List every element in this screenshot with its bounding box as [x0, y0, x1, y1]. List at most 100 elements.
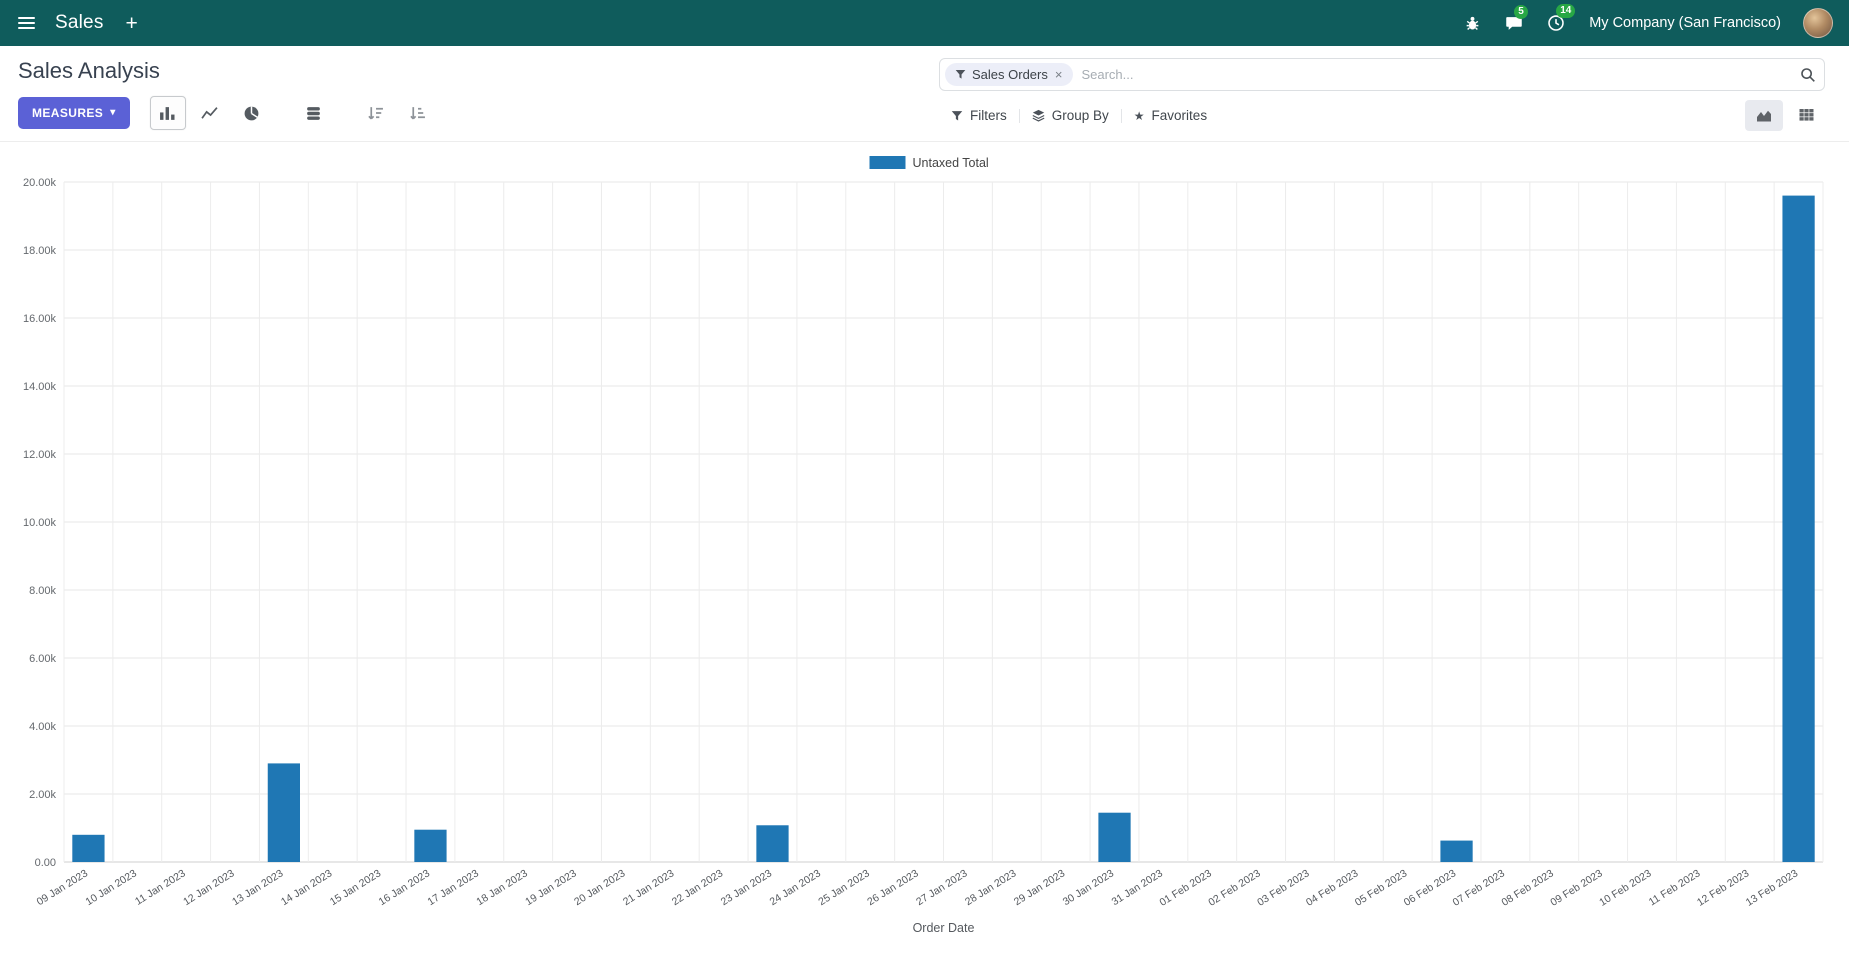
- y-tick-label: 16.00k: [23, 313, 57, 325]
- search-facet[interactable]: Sales Orders ×: [945, 63, 1074, 86]
- x-axis-title: Order Date: [913, 921, 975, 935]
- sort-descending-button[interactable]: [358, 96, 394, 130]
- line-chart-mode-button[interactable]: [192, 96, 228, 130]
- search-subrow: Filters Group By ★ Favorites: [939, 100, 1825, 131]
- stacked-icon: [307, 106, 321, 120]
- messages-count-badge: 5: [1514, 4, 1528, 19]
- chart-area: Untaxed Total 0.00 2.00k 4.00k 6.00k 8.00k 10.…: [0, 142, 1849, 945]
- bar-16-Jan-2023[interactable]: [414, 829, 447, 862]
- x-tick-label: 23 Jan 2023: [719, 867, 775, 908]
- bar-13-Feb-2023[interactable]: [1782, 195, 1815, 863]
- x-tick-label: 28 Jan 2023: [963, 867, 1019, 908]
- search-dropdowns: Filters Group By ★ Favorites: [939, 102, 1219, 129]
- layers-icon: [1032, 109, 1045, 122]
- x-tick-label: 26 Jan 2023: [865, 867, 921, 908]
- x-tick-label: 01 Feb 2023: [1157, 867, 1214, 909]
- x-tick-label: 04 Feb 2023: [1304, 867, 1361, 909]
- x-tick-label: 25 Jan 2023: [816, 867, 872, 908]
- x-tick-label: 12 Jan 2023: [181, 867, 237, 908]
- x-tick-label: 03 Feb 2023: [1255, 867, 1312, 909]
- x-tick-label: 11 Feb 2023: [1647, 867, 1703, 908]
- x-tick-label: 27 Jan 2023: [914, 867, 970, 908]
- x-tick-label: 20 Jan 2023: [572, 867, 628, 908]
- sort-ascending-icon: [410, 106, 426, 119]
- x-tick-label: 07 Feb 2023: [1451, 867, 1508, 909]
- x-tick-label: 02 Feb 2023: [1206, 867, 1263, 909]
- filters-dropdown-button[interactable]: Filters: [939, 102, 1019, 129]
- x-tick-label: 10 Feb 2023: [1597, 867, 1654, 909]
- x-tick-label: 12 Feb 2023: [1695, 867, 1752, 909]
- user-avatar[interactable]: [1803, 8, 1833, 38]
- debug-bug-icon[interactable]: [1462, 13, 1483, 34]
- activities-clock-icon[interactable]: 14: [1545, 4, 1576, 34]
- navbar-left: Sales +: [16, 11, 142, 36]
- bar-06-Feb-2023[interactable]: [1440, 840, 1473, 862]
- favorites-label: Favorites: [1151, 108, 1208, 123]
- apps-menu-icon[interactable]: [16, 13, 37, 33]
- x-tick-label: 15 Jan 2023: [328, 867, 384, 908]
- bar-09-Jan-2023[interactable]: [72, 834, 105, 862]
- x-tick-label: 14 Jan 2023: [279, 867, 335, 908]
- y-tick-label: 8.00k: [29, 585, 56, 597]
- favorites-dropdown-button[interactable]: ★ Favorites: [1122, 102, 1219, 129]
- top-navbar: Sales + 5 14 My Company (San Francisco): [0, 0, 1849, 46]
- measures-label: MEASURES: [32, 106, 104, 120]
- sort-ascending-button[interactable]: [400, 96, 436, 130]
- navbar-plus-button[interactable]: +: [122, 11, 142, 36]
- x-tick-label: 19 Jan 2023: [523, 867, 579, 908]
- x-tick-label: 31 Jan 2023: [1110, 867, 1166, 908]
- x-tick-label: 08 Feb 2023: [1499, 867, 1556, 909]
- control-panel-left: Sales Analysis MEASURES ▾: [18, 58, 436, 130]
- x-tick-label: 22 Jan 2023: [670, 867, 726, 908]
- legend-label[interactable]: Untaxed Total: [913, 156, 989, 170]
- x-tick-label: 05 Feb 2023: [1353, 867, 1410, 909]
- sort-descending-icon: [368, 106, 384, 119]
- view-switcher: [1745, 100, 1825, 131]
- x-tick-label: 13 Jan 2023: [230, 867, 286, 908]
- search-input[interactable]: [1081, 67, 1792, 82]
- x-tick-label: 09 Jan 2023: [35, 867, 91, 908]
- pie-chart-icon: [244, 106, 259, 120]
- y-tick-label: 2.00k: [29, 789, 56, 801]
- divider: [1120, 108, 1122, 123]
- x-tick-label: 24 Jan 2023: [768, 867, 824, 908]
- x-tick-label: 09 Feb 2023: [1548, 867, 1605, 909]
- search-icon[interactable]: [1800, 67, 1816, 83]
- y-tick-label: 10.00k: [23, 517, 57, 529]
- pivot-table-icon: [1799, 108, 1813, 121]
- stacked-toggle-button[interactable]: [296, 96, 332, 130]
- x-tick-label: 18 Jan 2023: [474, 867, 530, 908]
- y-tick-label: 18.00k: [23, 245, 57, 257]
- graph-controls: MEASURES ▾: [18, 96, 436, 130]
- group-by-dropdown-button[interactable]: Group By: [1020, 102, 1121, 129]
- graph-view-button[interactable]: [1745, 100, 1783, 131]
- x-tick-label: 06 Feb 2023: [1402, 867, 1459, 909]
- y-tick-label: 6.00k: [29, 653, 56, 665]
- y-tick-label: 0.00: [35, 857, 56, 869]
- search-bar[interactable]: Sales Orders ×: [939, 58, 1825, 91]
- legend-swatch[interactable]: [869, 156, 906, 169]
- messages-icon[interactable]: 5: [1503, 4, 1528, 34]
- bar-13-Jan-2023[interactable]: [267, 763, 300, 862]
- facet-remove-button[interactable]: ×: [1054, 67, 1063, 82]
- filter-icon: [955, 70, 966, 79]
- pie-chart-mode-button[interactable]: [234, 96, 270, 130]
- y-tick-label: 4.00k: [29, 721, 56, 733]
- filters-label: Filters: [970, 108, 1007, 123]
- area-chart-icon: [1757, 110, 1771, 121]
- bar-23-Jan-2023[interactable]: [756, 825, 789, 862]
- y-tick-label: 14.00k: [23, 381, 57, 393]
- search-facet-label: Sales Orders: [972, 67, 1048, 82]
- navbar-right: 5 14 My Company (San Francisco): [1462, 4, 1833, 38]
- page-title: Sales Analysis: [18, 58, 160, 83]
- measures-button[interactable]: MEASURES ▾: [18, 97, 130, 129]
- sales-chart-svg: Untaxed Total 0.00 2.00k 4.00k 6.00k 8.00k 10.…: [23, 156, 1824, 935]
- bar-chart-icon: [160, 106, 175, 120]
- bar-30-Jan-2023[interactable]: [1098, 812, 1131, 862]
- x-tick-label: 11 Jan 2023: [133, 867, 188, 907]
- pivot-view-button[interactable]: [1787, 100, 1825, 131]
- company-name[interactable]: My Company (San Francisco): [1589, 15, 1781, 31]
- control-panel: Sales Analysis MEASURES ▾: [0, 46, 1849, 142]
- app-name[interactable]: Sales: [55, 12, 104, 33]
- bar-chart-mode-button[interactable]: [149, 96, 186, 130]
